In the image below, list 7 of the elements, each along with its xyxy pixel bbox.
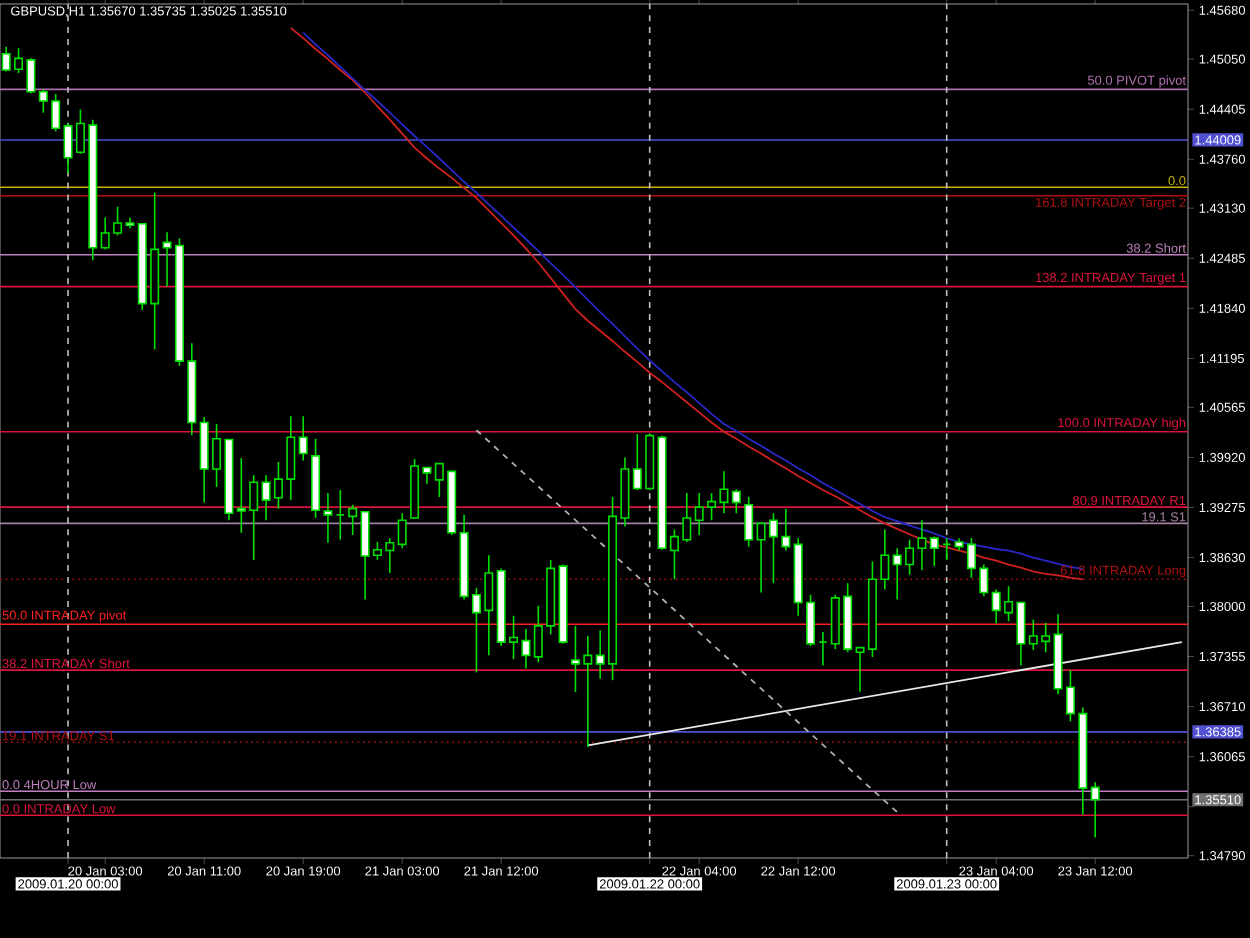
candlestick	[298, 415, 308, 462]
candlestick	[1090, 781, 1100, 839]
candlestick	[731, 488, 741, 515]
candlestick	[744, 496, 754, 548]
candlestick	[348, 503, 358, 536]
candlestick	[397, 512, 407, 550]
candlestick	[929, 535, 939, 567]
